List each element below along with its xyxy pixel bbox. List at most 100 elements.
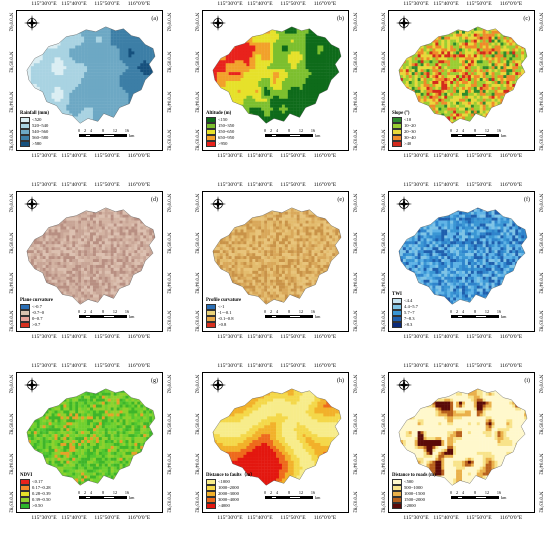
latitude-label: N″0′0°62: [537, 374, 543, 394]
longitude-label: 116°0′0″E: [499, 182, 523, 188]
legend-swatch: [392, 129, 402, 135]
scale-unit: km: [501, 495, 507, 500]
legend-entry: 1500~2000: [392, 497, 436, 503]
raster-cells: [398, 26, 528, 124]
scale-bar-segments: [451, 134, 499, 137]
legend-entry-label: 520~540: [32, 123, 49, 129]
legend-entry-label: <1000: [218, 479, 230, 485]
scale-bar: 0 2 4 8 12 16 km: [450, 490, 507, 504]
legend-title: NDVI: [20, 472, 33, 478]
study-area-boundary: [398, 388, 528, 486]
longitude-label: 115°30′0″E: [403, 363, 429, 369]
legend-swatch: [20, 304, 30, 310]
scale-tick-label: 12: [298, 309, 304, 314]
latitude-label: N″0′04°82: [193, 453, 199, 475]
latitude-label: N″0′05°82: [193, 413, 199, 435]
legend-entry: <520: [20, 117, 49, 123]
scale-bar-segments: [265, 134, 313, 137]
longitude-label: 116°0′0″E: [127, 515, 151, 521]
scale-bar-segments: [265, 315, 313, 318]
scale-tick-label: 0: [263, 490, 267, 495]
latitude-label: N″0′0°62: [537, 12, 543, 32]
scale-unit: km: [315, 495, 321, 500]
study-area-boundary: [212, 26, 342, 124]
legend-swatch: [206, 322, 216, 328]
scale-tick-label: 16: [496, 309, 502, 314]
legend-entry-label: >0.8: [218, 322, 227, 328]
legend-swatch: [206, 141, 216, 147]
longitude-label: 115°30′0″E: [31, 334, 57, 340]
scale-tick-label: 16: [124, 490, 130, 495]
legend-swatch: [206, 316, 216, 322]
latitude-label: N″0′0°62: [7, 12, 13, 32]
legend-entry: >0.8: [206, 322, 241, 328]
scale-tick-label: 8: [473, 309, 477, 314]
panel-letter: (c): [523, 16, 530, 22]
legend-entry: -0.1~0.8: [206, 316, 241, 322]
legend-entry: >2000: [392, 503, 436, 509]
latitude-label: N″0′03°82: [351, 310, 357, 332]
latitude-label: N″0′03°82: [351, 129, 357, 151]
panel-letter: (g): [151, 378, 158, 384]
scale-tick-label: 2: [269, 490, 273, 495]
scale-bar: 0 2 4 8 12 16 km: [264, 128, 320, 142]
map-panel-i: 115°30′0″E 115°30′0″E 115°40′0″E 115°40′0″E…: [376, 362, 546, 532]
longitude-label: 115°30′0″E: [403, 153, 429, 159]
scale-tick-label: 2: [83, 128, 87, 133]
legend-entry-label: 1000~2000: [218, 485, 239, 491]
latitude-label: N″0′03°82: [193, 491, 199, 513]
scale-tick-label: 8: [473, 128, 477, 133]
longitude-label: 115°40′0″E: [433, 153, 459, 159]
map-legend: Altitude (m) <150 150~350 350~650 650~950 >95…: [206, 111, 234, 147]
scale-tick-label: 4: [275, 309, 279, 314]
legend-entry-label: 2000~3000: [218, 491, 239, 497]
scale-tick-label: 16: [496, 490, 502, 495]
longitude-label: 116°0′0″E: [313, 153, 337, 159]
scale-tick-label: 4: [89, 128, 93, 133]
scale-bar: 0 2 4 8 12 16 km: [78, 309, 134, 323]
map-frame: (h) Distance to faults（m） <1000 1000~2000 20…: [202, 372, 349, 513]
scale-bar-segments: [79, 315, 127, 318]
legend-entry-label: >950: [218, 141, 228, 147]
latitude-label: N″0′05°82: [165, 232, 171, 254]
legend-entry: 150~350: [206, 123, 234, 129]
legend-entry: <10: [392, 117, 416, 123]
scale-tick-label: 8: [287, 128, 291, 133]
latitude-label: N″0′05°82: [351, 413, 357, 435]
map-legend: Distance to roads (m) <500 500~1000 1000~15…: [392, 473, 436, 509]
longitude-label: 115°40′0″E: [247, 182, 273, 188]
map-frame: (g) NDVI <0.17 0.17~0.28 0.28~0.39 0.39~0.50 >…: [16, 372, 163, 513]
longitude-label: 115°50′0″E: [94, 515, 120, 521]
scale-tick-label: 0: [449, 128, 453, 133]
longitude-label: 116°0′0″E: [127, 153, 151, 159]
legend-swatch: [20, 316, 30, 322]
scale-tick-label: 12: [298, 490, 304, 495]
study-area-boundary: [398, 26, 528, 124]
legend-entry: 350~650: [206, 129, 234, 135]
latitude-label: N″0′03°82: [537, 491, 543, 513]
longitude-label: 115°50′0″E: [466, 363, 492, 369]
north-arrow-icon: [23, 195, 41, 213]
map-legend: Plane curvature <-0.7 -0.7~0 0~0.7 >0.7: [20, 298, 53, 328]
legend-entry: 4.4~5.7: [392, 304, 418, 310]
latitude-label: N″0′03°82: [379, 129, 385, 151]
scale-tick-label: 12: [484, 128, 490, 133]
latitude-label: N″0′04°82: [351, 91, 357, 113]
legend-entry: 540~560: [20, 129, 49, 135]
legend-swatch: [20, 129, 30, 135]
longitude-label: 116°0′0″E: [127, 1, 151, 7]
latitude-label: N″0′04°82: [351, 272, 357, 294]
latitude-label: N″0′05°82: [193, 51, 199, 73]
latitude-label: N″0′05°82: [537, 232, 543, 254]
scale-bar-segments: [451, 315, 499, 318]
longitude-label: 115°50′0″E: [280, 334, 306, 340]
longitude-label: 115°40′0″E: [61, 515, 87, 521]
raster-map: [26, 388, 156, 486]
legend-entry-label: <10: [404, 117, 412, 123]
map-legend: Rainfall (mm) <520 520~540 540~560 560~580 >5…: [20, 111, 49, 147]
longitude-label: 116°0′0″E: [127, 334, 151, 340]
latitude-label: N″0′05°82: [537, 51, 543, 73]
legend-swatch: [206, 117, 216, 123]
scale-unit: km: [129, 495, 135, 500]
latitude-label: N″0′03°82: [7, 310, 13, 332]
